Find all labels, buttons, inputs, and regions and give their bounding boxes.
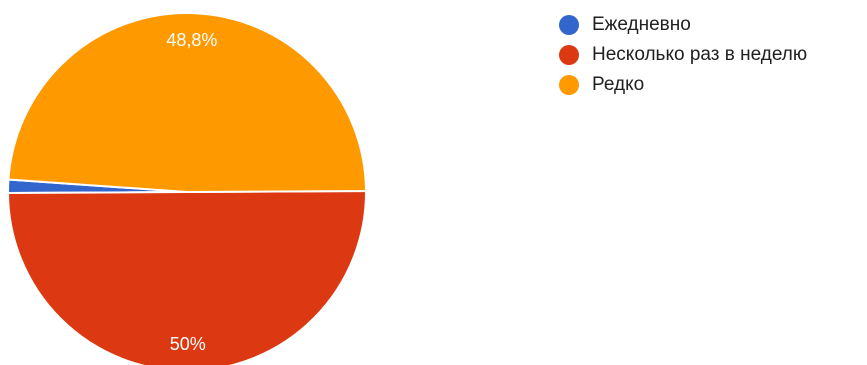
legend: Ежедневно Несколько раз в неделю Редко [559, 10, 807, 100]
legend-label-rarely: Редко [592, 74, 645, 95]
slice-label-rarely: 48,8% [166, 30, 217, 50]
legend-swatch-rarely [559, 75, 579, 95]
legend-item-rarely[interactable]: Редко [559, 70, 807, 100]
legend-swatch-several-times-a-week [559, 45, 579, 65]
pie-slice-rarely[interactable] [7, 12, 367, 193]
legend-item-several-times-a-week[interactable]: Несколько раз в неделю [559, 40, 807, 70]
legend-swatch-daily [559, 15, 579, 35]
legend-label-daily: Ежедневно [592, 14, 691, 35]
legend-item-daily[interactable]: Ежедневно [559, 10, 807, 40]
pie-slice-several-times-a-week[interactable] [7, 190, 368, 365]
slice-label-several-times-a-week: 50% [170, 334, 206, 354]
legend-label-several-times-a-week: Несколько раз в неделю [592, 44, 808, 65]
